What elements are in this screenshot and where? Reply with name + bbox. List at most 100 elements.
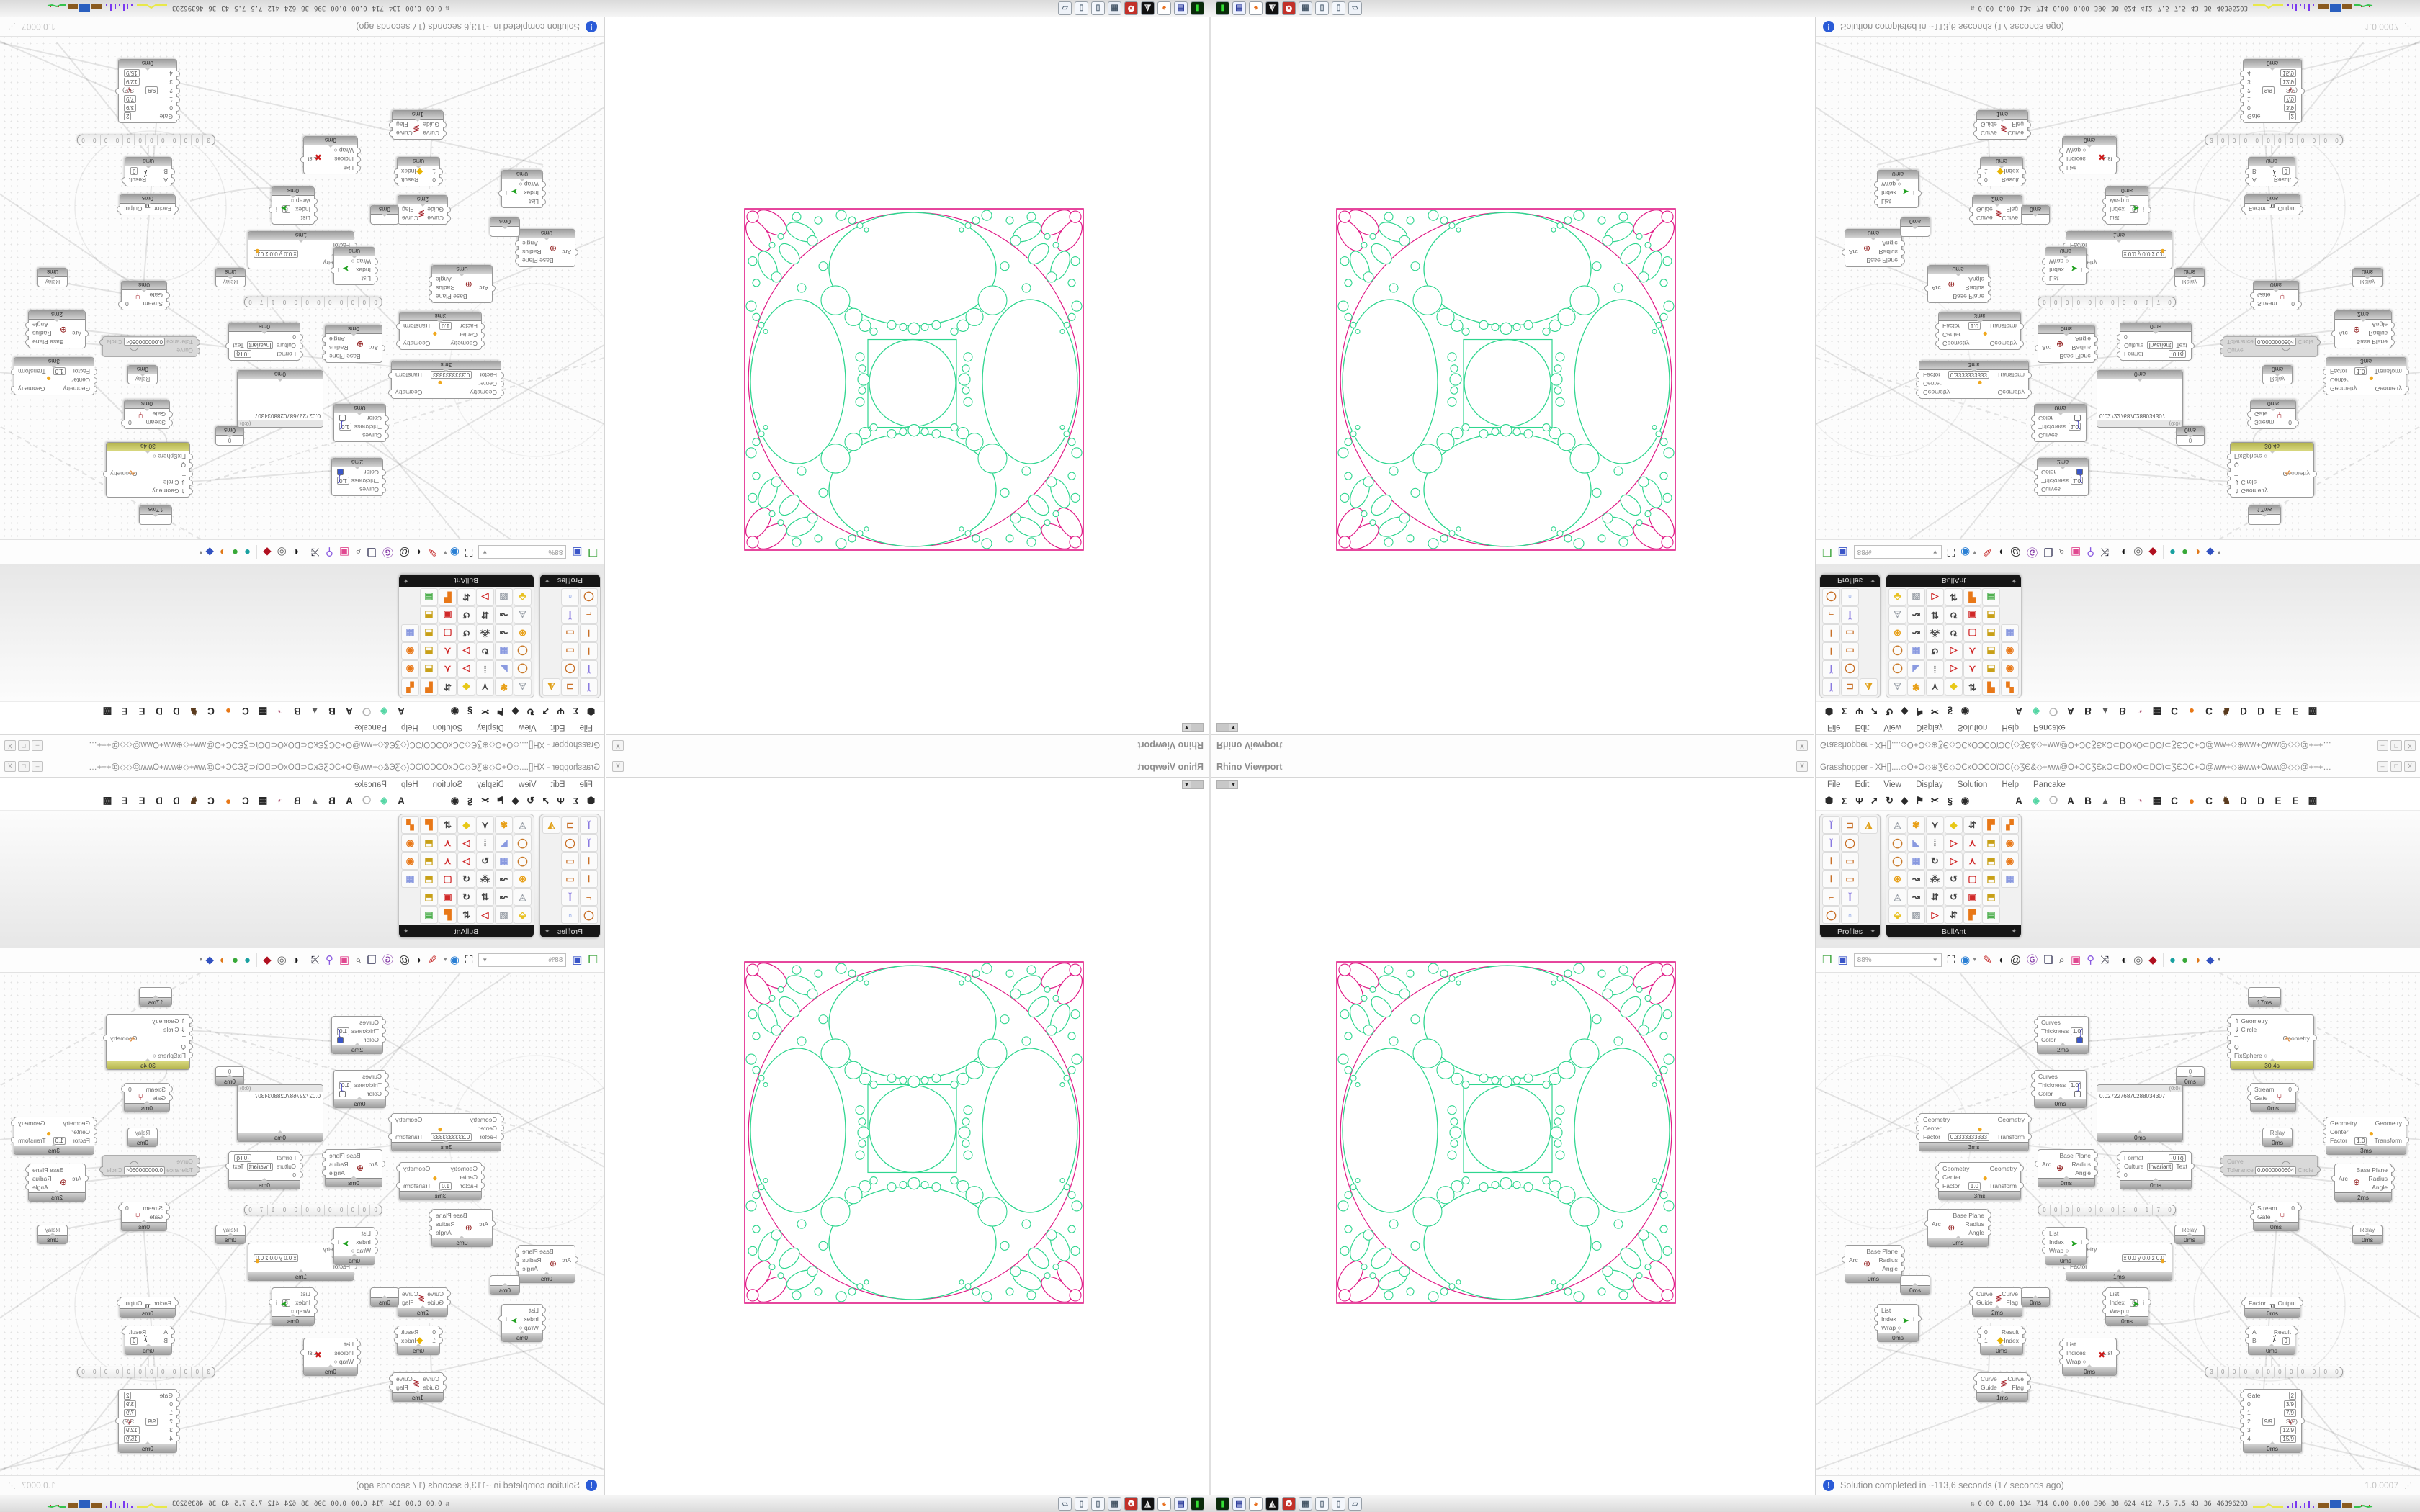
node-input-label[interactable]: ⇑ Geometry (2234, 1017, 2268, 1025)
bullant-component-button[interactable]: ◣ (1907, 660, 1925, 678)
jumble-icon[interactable]: ⤨ (2100, 546, 2110, 559)
scroller-digit[interactable]: 0 (2308, 135, 2320, 145)
ball-orange-icon[interactable]: ◑ (2193, 953, 2201, 966)
node-input-label[interactable]: List (2110, 1290, 2120, 1297)
node-output-label[interactable]: Flag (2006, 206, 2018, 213)
node-input-label[interactable]: Factor (72, 1137, 90, 1144)
grasshopper-node[interactable]: Base Plane Arc Radius Angle ⊕ 0ms (1924, 1209, 1991, 1247)
grasshopper-node[interactable]: Base Plane Arc Radius Angle ⊕ 0ms (515, 1245, 578, 1283)
node-input-label[interactable]: Factor (2070, 1263, 2088, 1270)
bullant-panel-tab[interactable]: BullAnt ✦ (399, 925, 534, 937)
notepad2-icon[interactable]: ▯ (1332, 1497, 1345, 1511)
scroller-digit[interactable]: 0 (100, 135, 112, 145)
node-output-label[interactable]: Transform (18, 1137, 46, 1144)
node-input-label[interactable]: Curves (2041, 486, 2061, 493)
grasshopper-node[interactable]: List Indices List Wrap ○ ✖ 0ms (300, 136, 361, 174)
bullant-component-button[interactable]: ⊛ (1888, 870, 1906, 888)
node-input-label[interactable]: Wrap ○ (2066, 147, 2087, 154)
node-output-label[interactable]: Geometry (1997, 389, 2025, 396)
node-output-label[interactable]: Transform (1996, 1133, 2025, 1140)
grasshopper-node[interactable]: ⇑ Geometry ⇓ Circle T Geometry Q FixSphere ○ ∿… (103, 1014, 193, 1070)
document-viewer-icon[interactable]: ▱ (1058, 1497, 1072, 1511)
node-value-chip[interactable]: 9/9 (145, 1417, 158, 1426)
terminal-icon[interactable]: ▮ (1216, 1497, 1229, 1511)
tab-doll-icon[interactable]: ◔ (277, 795, 284, 806)
bullant-component-button[interactable]: ▛ (439, 588, 457, 606)
bullant-component-button[interactable]: ✾ (495, 678, 513, 696)
tab-mountain-icon[interactable]: ▲ (310, 795, 320, 806)
balloon-green-icon[interactable]: ● (232, 953, 239, 966)
tab-checker-icon[interactable]: ▩ (2308, 706, 2318, 717)
grasshopper-node[interactable]: Base Plane Arc Radius Angle ⊕ 0ms (2035, 325, 2098, 363)
node-input-label[interactable]: List (300, 215, 310, 222)
gem-red-icon[interactable]: ◆ (2148, 546, 2157, 559)
bullant-component-button[interactable]: ◆ (1945, 678, 1963, 696)
zoom-level-select[interactable]: 88% ▼ (478, 953, 567, 967)
surface-leaf-icon[interactable]: ◆ (1901, 706, 1909, 717)
scroller-digit[interactable]: 7 (256, 297, 268, 307)
scroller-digit[interactable]: 0 (192, 1367, 204, 1377)
node-input-label[interactable]: Guide (423, 1384, 439, 1391)
node-input-label[interactable]: Q (181, 1043, 186, 1050)
display-eye-icon[interactable]: ◉ (450, 795, 460, 806)
tab-e2[interactable]: E (2292, 706, 2299, 717)
node-output-label[interactable]: i (276, 1299, 277, 1306)
grasshopper-node[interactable]: 0ms (1900, 1275, 1930, 1295)
color-swatch[interactable] (337, 469, 344, 476)
bullant-component-button[interactable]: ↺ (1945, 606, 1963, 624)
node-value-chip[interactable]: 3/9 (124, 104, 137, 112)
node-output-label[interactable]: Base Plane (436, 293, 467, 300)
grasshopper-node[interactable]: Relay 0ms (2352, 1225, 2383, 1244)
grasshopper-node[interactable]: List Indices List Wrap ○ ✖ 0ms (300, 1338, 361, 1376)
scroller-digit[interactable]: 0 (324, 297, 336, 307)
node-input-label[interactable]: Curves (2038, 432, 2058, 439)
node-input-label[interactable]: 4 (2247, 1435, 2251, 1442)
node-input-label[interactable]: Wrap ○ (290, 197, 310, 204)
node-input-label[interactable]: B (2252, 168, 2257, 175)
node-output-label[interactable]: Transform (1989, 1182, 2017, 1189)
grasshopper-node[interactable]: ⇑ Geometry ⇓ Circle T Geometry Q FixSphere ○ ∿… (2227, 1014, 2317, 1070)
bullant-component-button[interactable]: ⬒ (1982, 624, 2000, 642)
tab-c2[interactable]: C (2205, 795, 2213, 806)
node-value-chip[interactable]: 12/9 (124, 1426, 140, 1434)
node-input-label[interactable]: Curve (1981, 130, 1997, 137)
bullant-component-button[interactable]: ↝ (495, 870, 513, 888)
ball-orange-icon[interactable]: ◑ (2193, 546, 2201, 559)
node-input-label[interactable]: Curve (427, 1290, 444, 1297)
profiles-component-button[interactable]: ▫ (561, 588, 579, 606)
tab-e1[interactable]: E (2275, 706, 2282, 717)
bullant-component-button[interactable]: ⬒ (420, 870, 438, 888)
grasshopper-node[interactable]: Relay 0ms (2262, 365, 2293, 384)
node-input-label[interactable]: Curves (359, 1019, 379, 1026)
grasshopper-node[interactable]: Geometry Geometry Center Factor 0.3333333333… (388, 1113, 504, 1151)
tab-d2[interactable]: D (156, 706, 163, 717)
scroller-digit[interactable]: 0 (2262, 135, 2274, 145)
scroller-digit[interactable]: 0 (2118, 1205, 2130, 1215)
node-output-label[interactable]: Geometry (110, 1035, 138, 1042)
profiles-component-button[interactable]: Ⅰ (580, 624, 598, 642)
grasshopper-node[interactable]: Gate 2 0 3/9 1 7/9 2 9/9 S(2) 3 12/9 4 15/9 ⑂ 0ms (115, 1389, 180, 1453)
chevron-down-icon[interactable]: ▼ (442, 549, 448, 555)
save-file-icon[interactable]: ▣ (572, 953, 583, 966)
bullant-component-button[interactable]: ◣ (495, 834, 513, 852)
node-output-label[interactable]: List (2102, 1349, 2112, 1356)
firefox-icon[interactable]: ◕ (1157, 1497, 1171, 1511)
grasshopper-node[interactable]: FactorOutputπ0ms (2241, 194, 2303, 215)
node-input-label[interactable]: Curve (1976, 215, 1993, 222)
node-output-label[interactable]: Angle (436, 1229, 452, 1236)
window-layout-icon[interactable]: ❏ (367, 546, 377, 559)
grasshopper-node[interactable]: List Index 8 i Wrap ○ ➤ 0ms (2102, 1287, 2151, 1326)
node-output-label[interactable]: Output (124, 205, 143, 212)
hints-bulb-icon[interactable]: ⚲ (2087, 546, 2095, 559)
grasshopper-node[interactable]: 0ms (370, 1287, 399, 1307)
bullant-component-button[interactable]: ⬙ (1888, 906, 1906, 924)
node-output-label[interactable]: List (2102, 156, 2112, 163)
scroller-digit[interactable]: 0 (302, 297, 314, 307)
grasshopper-node[interactable]: Base Plane Arc Radius Angle ⊕ 0ms (322, 1149, 385, 1187)
scroller-digit[interactable]: 0 (78, 135, 89, 145)
expand-icon[interactable]: ✦ (2011, 577, 2017, 585)
node-input-label[interactable]: List (1881, 198, 1891, 205)
tab-a1[interactable]: A (398, 795, 405, 806)
minimize-button[interactable]: – (2377, 761, 2388, 772)
grasshopper-node[interactable]: Stream 0 Gate ⑂ 0ms (118, 1202, 170, 1231)
